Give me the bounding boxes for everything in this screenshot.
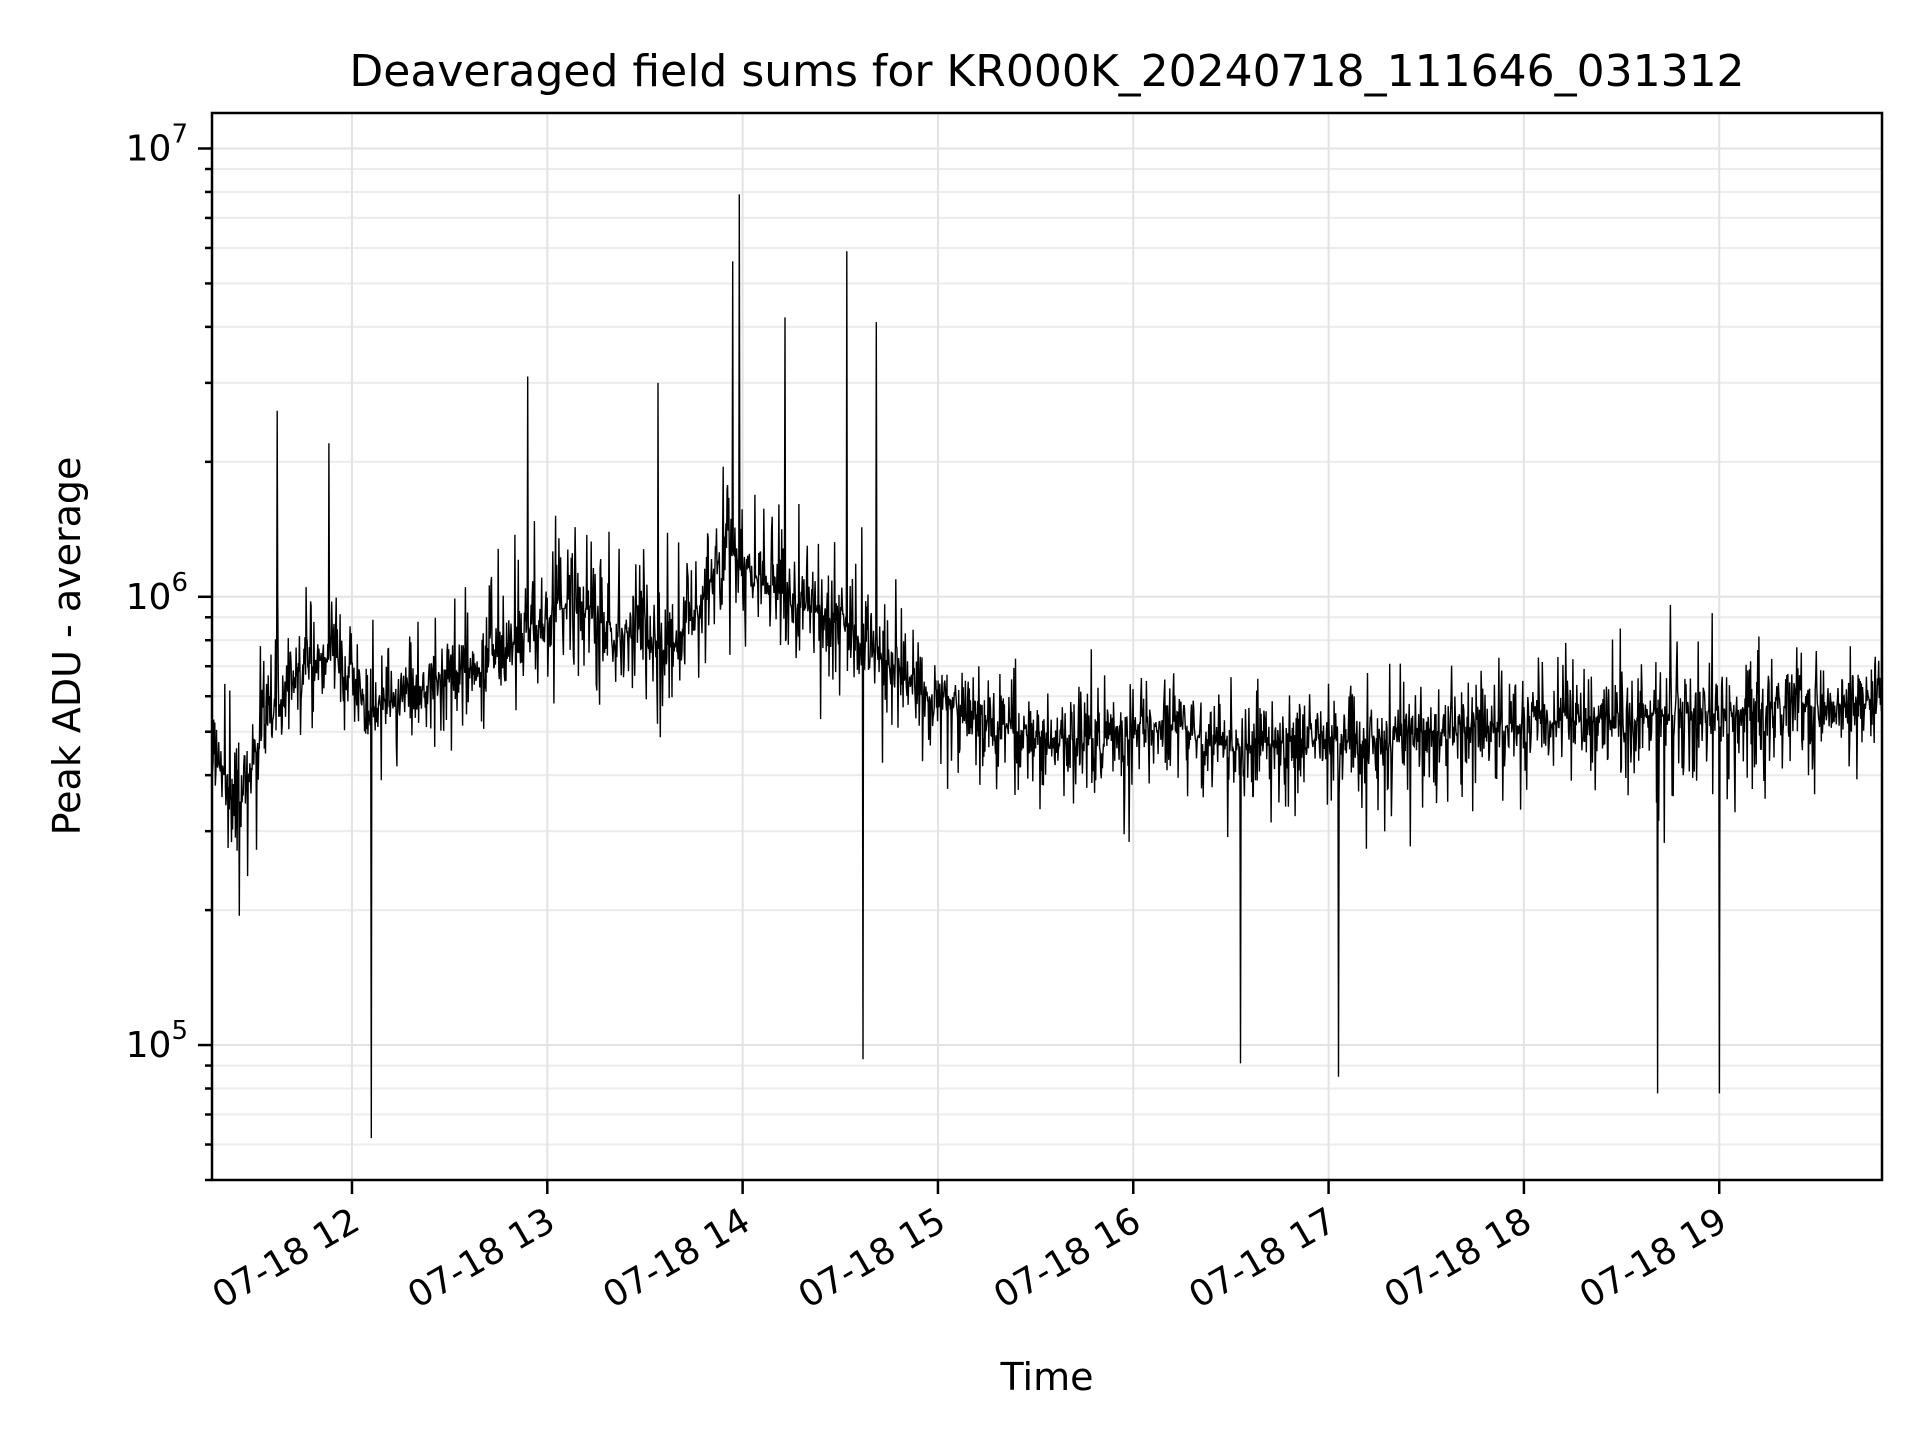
x-tick-label: 07-18 18 — [1378, 1200, 1539, 1316]
chart-title: Deaveraged field sums for KR000K_2024071… — [349, 46, 1744, 97]
y-tick-base: 10 — [126, 577, 172, 618]
y-tick-exponent: 5 — [171, 1016, 188, 1046]
plot-frame — [210, 111, 1884, 1182]
y-tick-exponent: 7 — [171, 119, 188, 149]
x-tick-label: 07-18 16 — [987, 1200, 1148, 1316]
x-tick-label: 07-18 12 — [206, 1200, 367, 1316]
series-line — [212, 162, 1882, 1139]
x-axis-label: Time — [1000, 1355, 1094, 1399]
x-tick-label: 07-18 15 — [792, 1200, 953, 1316]
y-tick-base: 10 — [126, 128, 172, 169]
y-tick-base: 10 — [126, 1025, 172, 1066]
y-tick-label: 107 — [126, 119, 188, 169]
x-tick-label: 07-18 17 — [1182, 1200, 1343, 1316]
x-tick-label: 07-18 13 — [401, 1200, 562, 1316]
x-tick-label: 07-18 14 — [596, 1200, 757, 1316]
y-axis-label: Peak ADU - average — [45, 457, 89, 836]
y-tick-exponent: 6 — [171, 568, 188, 598]
y-tick-label: 106 — [126, 568, 188, 618]
x-tick-label: 07-18 19 — [1573, 1200, 1734, 1316]
y-tick-label: 105 — [126, 1016, 188, 1066]
